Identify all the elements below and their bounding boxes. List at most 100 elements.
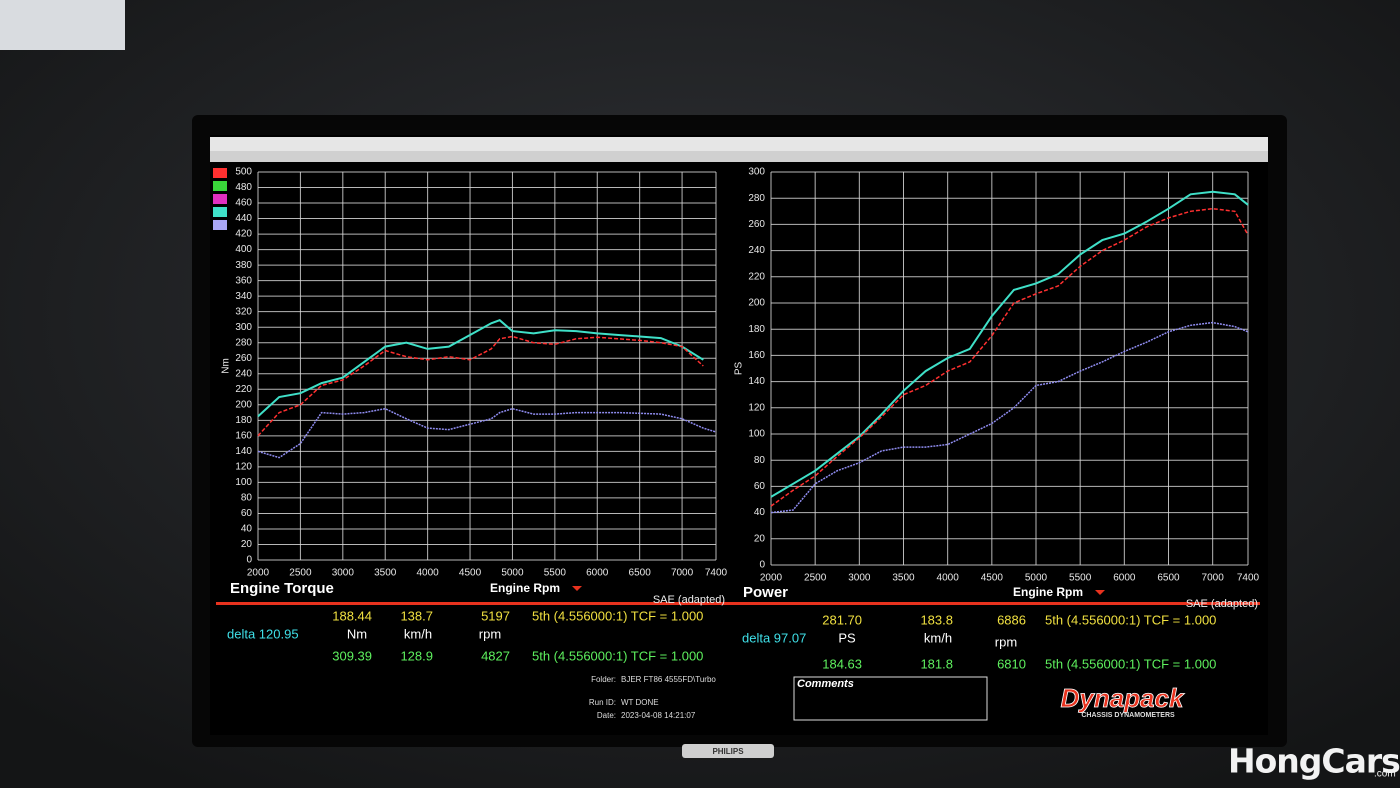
y-tick-label: 0 <box>246 555 252 566</box>
y-tick-label: 160 <box>748 350 765 361</box>
title-bar <box>210 137 1268 151</box>
y-tick-label: 420 <box>235 229 252 240</box>
x-tick-label: 2000 <box>760 573 783 584</box>
y-tick-label: 200 <box>748 298 765 309</box>
readout-value: 188.44 <box>332 608 372 623</box>
series-line <box>257 319 704 418</box>
readout-value: 138.7 <box>400 608 433 623</box>
readout-value: 5197 <box>481 608 510 623</box>
readout-value: 281.70 <box>822 612 862 627</box>
readout-value: 6810 <box>997 656 1026 671</box>
y-tick-label: 60 <box>241 508 253 519</box>
chart-title: Power <box>743 584 788 601</box>
series-line <box>257 407 717 459</box>
y-tick-label: 100 <box>748 429 765 440</box>
x-tick-label: 5000 <box>501 568 524 579</box>
readout-unit: rpm <box>479 626 501 641</box>
x-tick-label: 4000 <box>417 568 440 579</box>
dropdown-arrow <box>572 586 582 591</box>
y-tick-label: 280 <box>235 337 252 348</box>
y-tick-label: 260 <box>235 353 252 364</box>
x-tick-label: 6000 <box>1113 573 1136 584</box>
y-tick-label: 200 <box>235 399 252 410</box>
readout-unit: PS <box>838 630 856 645</box>
watermark-suffix: .com <box>1374 769 1396 780</box>
y-tick-label: 140 <box>235 446 252 457</box>
readout-gear: 5th (4.556000:1) TCF = 1.000 <box>1045 656 1216 671</box>
readout-value: 181.8 <box>920 656 953 671</box>
readout-unit: rpm <box>995 634 1017 649</box>
run-value: WT DONE <box>621 698 659 707</box>
x-tick-label: 6000 <box>586 568 609 579</box>
x-tick-label: 4500 <box>459 568 482 579</box>
run-label: Folder: <box>591 675 616 684</box>
x-tick-label: 3500 <box>892 573 915 584</box>
readout-unit: Nm <box>347 626 367 641</box>
x-tick-label: 3500 <box>374 568 397 579</box>
monitor-stand <box>682 744 774 758</box>
chart-subtitle: SAE (adapted) <box>1186 598 1258 610</box>
chart-subtitle: SAE (adapted) <box>653 594 725 606</box>
series-line <box>770 190 1249 498</box>
series-line <box>770 321 1249 514</box>
x-tick-label: 3000 <box>848 573 871 584</box>
run-value: BJER FT86 4555FD\Turbo <box>621 675 716 684</box>
y-tick-label: 460 <box>235 198 252 209</box>
chart-title: Engine Torque <box>230 580 334 597</box>
readout-gear: 5th (4.556000:1) TCF = 1.000 <box>532 608 703 623</box>
x-tick-label: 5500 <box>1069 573 1092 584</box>
brand-logo: Dynapack <box>1061 683 1185 713</box>
comments-box <box>793 676 988 721</box>
brand-subtitle: CHASSIS DYNAMOMETERS <box>1081 712 1175 719</box>
monitor-brand: PHILIPS <box>712 747 744 756</box>
readout-value: 183.8 <box>920 612 953 627</box>
run-label: Date: <box>597 711 616 720</box>
x-tick-label: 5000 <box>1025 573 1048 584</box>
y-tick-label: 100 <box>235 477 252 488</box>
y-tick-label: 220 <box>748 271 765 282</box>
watermark: HongCars <box>1228 742 1400 781</box>
y-tick-label: 120 <box>748 402 765 413</box>
menu-bar <box>210 151 1268 162</box>
x-tick-label: 2000 <box>247 568 270 579</box>
y-tick-label: 280 <box>748 193 765 204</box>
y-tick-label: 40 <box>754 507 766 518</box>
x-axis-label: Engine Rpm <box>1013 585 1083 599</box>
y-tick-label: 320 <box>235 306 252 317</box>
readout-gear: 5th (4.556000:1) TCF = 1.000 <box>532 648 703 663</box>
x-tick-label: 7000 <box>1202 573 1225 584</box>
y-tick-label: 180 <box>748 324 765 335</box>
y-tick-label: 40 <box>241 524 253 535</box>
window-light <box>0 0 125 50</box>
readout-gear: 5th (4.556000:1) TCF = 1.000 <box>1045 612 1216 627</box>
y-axis-label: Nm <box>221 358 232 374</box>
y-tick-label: 20 <box>754 533 766 544</box>
x-axis-label: Engine Rpm <box>490 581 560 595</box>
x-tick-label: 4500 <box>981 573 1004 584</box>
x-tick-label: 7400 <box>705 568 728 579</box>
y-tick-label: 300 <box>748 167 765 178</box>
run-value: 2023-04-08 14:21:07 <box>621 711 696 720</box>
y-tick-label: 500 <box>235 167 252 178</box>
x-tick-label: 2500 <box>289 568 312 579</box>
readout-value: 309.39 <box>332 648 372 663</box>
y-tick-label: 0 <box>759 560 765 571</box>
x-tick-label: 2500 <box>804 573 827 584</box>
x-tick-label: 4000 <box>937 573 960 584</box>
readout-value: 4827 <box>481 648 510 663</box>
y-tick-label: 240 <box>235 368 252 379</box>
run-label: Run ID: <box>589 698 616 707</box>
y-tick-label: 160 <box>235 430 252 441</box>
readout-value: 128.9 <box>400 648 433 663</box>
x-tick-label: 7400 <box>1237 573 1260 584</box>
readout-delta: delta 97.07 <box>742 630 806 645</box>
x-tick-label: 6500 <box>629 568 652 579</box>
x-tick-label: 5500 <box>544 568 567 579</box>
y-tick-label: 240 <box>748 245 765 256</box>
y-tick-label: 140 <box>748 376 765 387</box>
y-tick-label: 340 <box>235 291 252 302</box>
y-tick-label: 440 <box>235 213 252 224</box>
readout-value: 184.63 <box>822 656 862 671</box>
y-tick-label: 260 <box>748 219 765 230</box>
legend-swatches <box>213 168 227 230</box>
